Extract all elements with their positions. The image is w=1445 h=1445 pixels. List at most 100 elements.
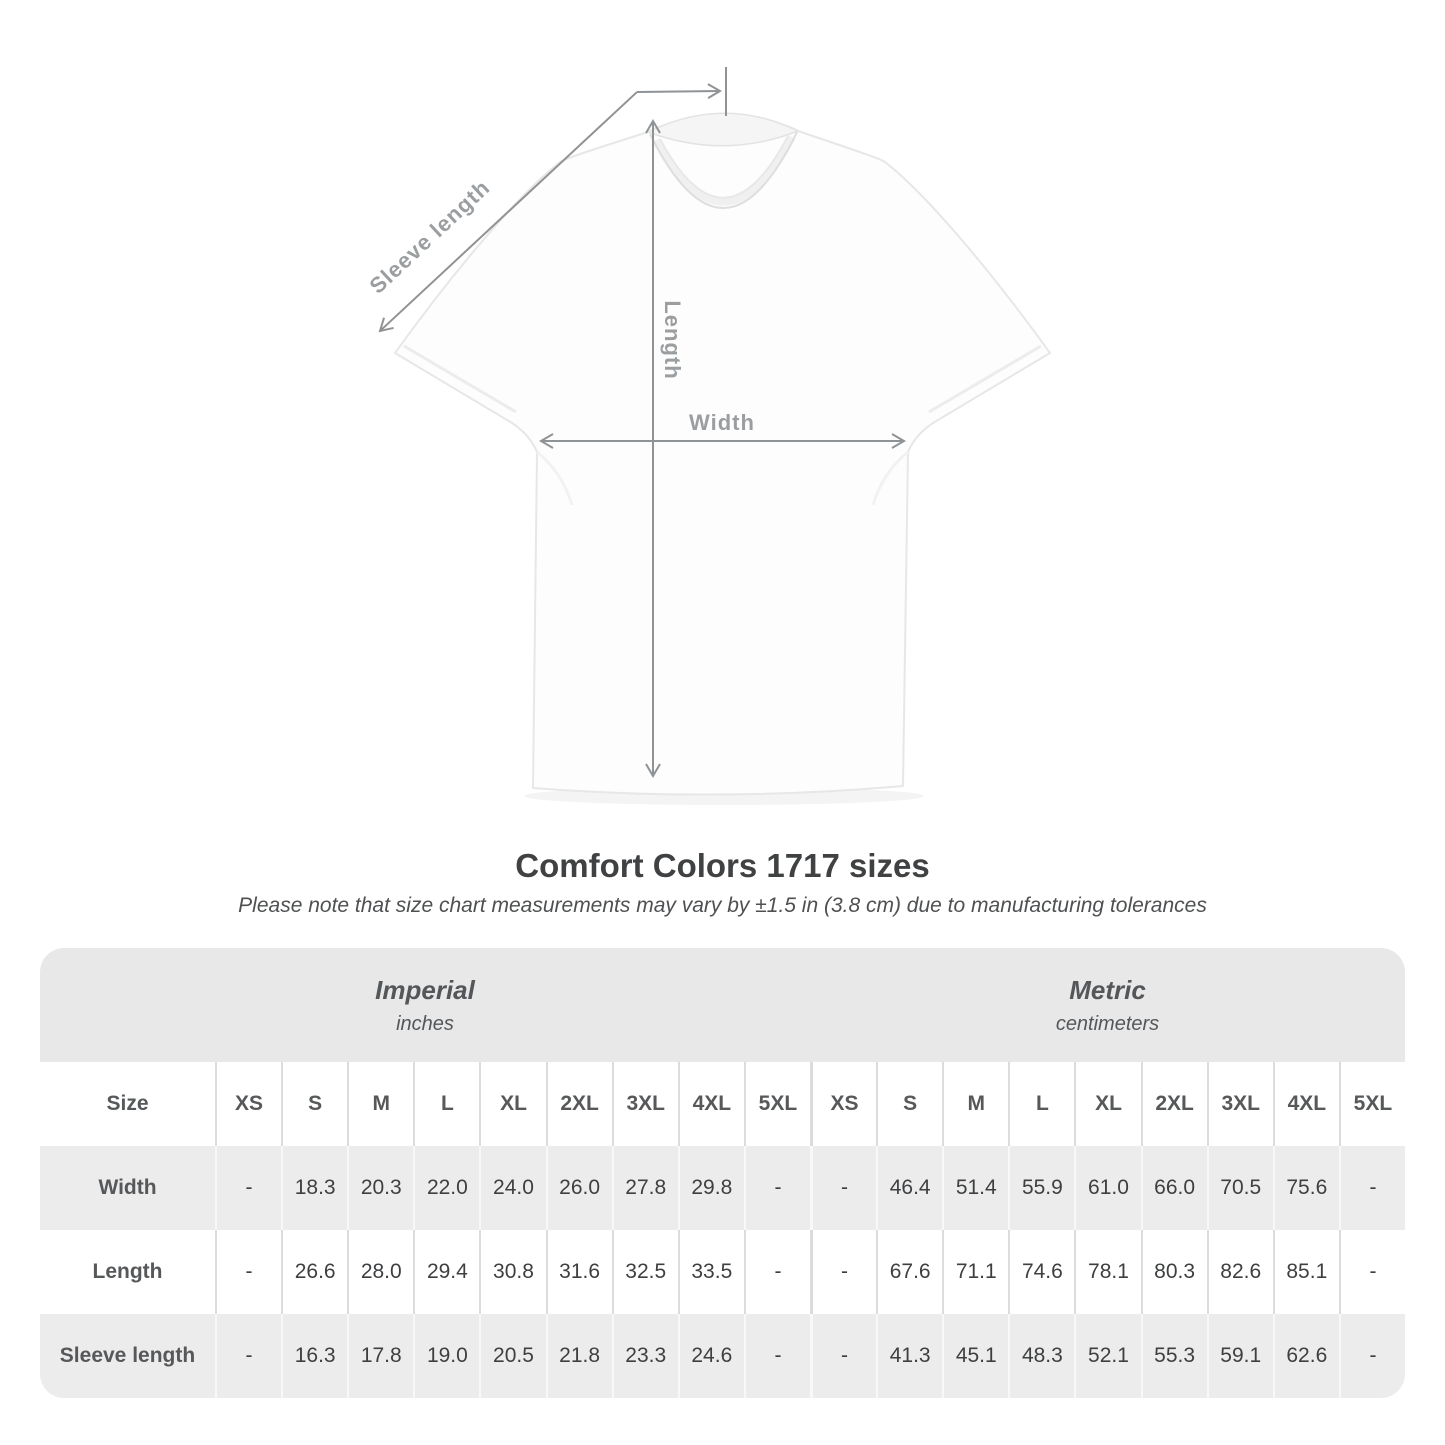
size-chart-table: Imperial inches Metric centimeters Size X… (40, 948, 1405, 1398)
size-value-cell: 18.3 (281, 1146, 347, 1230)
size-value-cell: 27.8 (611, 1146, 678, 1230)
size-value-cell: 41.3 (876, 1314, 942, 1398)
size-value-cell: 82.6 (1206, 1230, 1273, 1314)
size-column-header-imperial: 5XL (743, 1062, 810, 1146)
size-value-cell: 51.4 (942, 1146, 1008, 1230)
tshirt-left-crease (536, 450, 574, 506)
size-value-cell: - (1338, 1314, 1405, 1398)
size-column-header-imperial: 2XL (545, 1062, 612, 1146)
size-value-cell: - (810, 1230, 876, 1314)
imperial-title: Imperial (375, 974, 475, 1005)
size-corner-header: Size (106, 1092, 149, 1115)
size-value-cell: 20.3 (347, 1146, 413, 1230)
size-column-header-metric: XS (810, 1062, 876, 1146)
row-label: Length (92, 1260, 163, 1283)
size-column-header-metric: XL (1074, 1062, 1140, 1146)
sleeve-length-arrow (378, 91, 638, 333)
sleeve-arrow-horizontal (636, 83, 722, 100)
size-value-cell: 78.1 (1074, 1230, 1140, 1314)
size-column-header-metric: 2XL (1140, 1062, 1207, 1146)
size-value-cell: - (1338, 1146, 1405, 1230)
size-column-header-imperial: XL (479, 1062, 545, 1146)
metric-header: Metric centimeters (810, 948, 1405, 1062)
row-label: Width (98, 1176, 157, 1199)
tshirt-right-crease (871, 450, 909, 506)
imperial-header: Imperial inches (40, 948, 810, 1062)
size-value-cell: - (215, 1230, 281, 1314)
size-value-cell: 17.8 (347, 1314, 413, 1398)
size-value-cell: 26.0 (545, 1146, 612, 1230)
tolerance-note: Please note that size chart measurements… (238, 894, 1207, 917)
size-value-cell: 22.0 (413, 1146, 479, 1230)
tshirt-neckline-outer (649, 131, 798, 209)
size-column-header-imperial: S (281, 1062, 347, 1146)
size-value-cell: 66.0 (1140, 1146, 1207, 1230)
length-label: Length (660, 300, 685, 380)
size-value-cell: 16.3 (281, 1314, 347, 1398)
page-title: Comfort Colors 1717 sizes (515, 847, 930, 884)
size-value-cell: 62.6 (1272, 1314, 1339, 1398)
size-column-header-imperial: M (347, 1062, 413, 1146)
size-value-cell: - (215, 1314, 281, 1398)
size-value-cell: 31.6 (545, 1230, 612, 1314)
row-label: Sleeve length (59, 1344, 196, 1367)
size-column-header-imperial: L (413, 1062, 479, 1146)
size-value-cell: - (743, 1146, 810, 1230)
size-value-cell: - (215, 1146, 281, 1230)
size-value-cell: 55.3 (1140, 1314, 1207, 1398)
size-column-header-metric: M (942, 1062, 1008, 1146)
measurement-row: Length -26.6 28.0 29.4 30.8 31.6 32.5 33.5- -67.… (40, 1230, 1405, 1314)
size-value-cell: 48.3 (1008, 1314, 1074, 1398)
size-value-cell: 45.1 (942, 1314, 1008, 1398)
size-value-cell: 46.4 (876, 1146, 942, 1230)
size-value-cell: 24.6 (677, 1314, 744, 1398)
tshirt-measurement-diagram: Sleeve length Length Width (365, 67, 1051, 805)
size-column-header-metric: L (1008, 1062, 1074, 1146)
imperial-unit: inches (396, 1012, 454, 1035)
size-value-cell: - (1338, 1230, 1405, 1314)
size-value-cell: 55.9 (1008, 1146, 1074, 1230)
tshirt-neck-shading (652, 135, 796, 206)
size-value-cell: 59.1 (1206, 1314, 1273, 1398)
size-value-cell: - (743, 1230, 810, 1314)
size-value-cell: 23.3 (611, 1314, 678, 1398)
size-value-cell: 24.0 (479, 1146, 545, 1230)
size-column-header-imperial: XS (215, 1062, 281, 1146)
size-column-header-metric: 3XL (1206, 1062, 1273, 1146)
size-value-cell: 26.6 (281, 1230, 347, 1314)
size-value-cell: - (743, 1314, 810, 1398)
size-value-cell: 74.6 (1008, 1230, 1074, 1314)
measurement-arrows (378, 67, 906, 778)
measurement-row: Width -18.3 20.3 22.0 24.0 26.0 27.8 29.8- -46.4… (40, 1146, 1405, 1230)
size-column-header-imperial: 3XL (611, 1062, 678, 1146)
size-grid: Size XS S M L XL 2XL 3XL 4XL 5XL XS S M L XL 2XL 3XL 4XL 5… (40, 1062, 1405, 1398)
size-value-cell: 70.5 (1206, 1146, 1273, 1230)
size-value-cell: 29.8 (677, 1146, 744, 1230)
size-value-cell: 71.1 (942, 1230, 1008, 1314)
size-value-cell: 61.0 (1074, 1146, 1140, 1230)
tshirt-right-sleeve-seam (928, 344, 1042, 414)
size-value-cell: 20.5 (479, 1314, 545, 1398)
metric-unit: centimeters (1055, 1012, 1160, 1035)
measurement-row: Sleeve length -16.3 17.8 19.0 20.5 21.8 23.3 24… (40, 1314, 1405, 1398)
size-value-cell: 85.1 (1272, 1230, 1339, 1314)
size-value-cell: - (810, 1314, 876, 1398)
size-value-cell: 21.8 (545, 1314, 612, 1398)
size-value-cell: 32.5 (611, 1230, 678, 1314)
tshirt-left-sleeve-seam (403, 344, 517, 414)
tshirt-neckline-inner (659, 135, 789, 199)
tshirt-body (394, 117, 1051, 796)
size-value-cell: 75.6 (1272, 1146, 1339, 1230)
size-column-header-metric: 5XL (1338, 1062, 1405, 1146)
tshirt-illustration (378, 67, 1051, 805)
size-value-cell: 28.0 (347, 1230, 413, 1314)
unit-header-band: Imperial inches Metric centimeters (40, 948, 1405, 1062)
size-column-header-metric: S (876, 1062, 942, 1146)
size-header-row: Size XS S M L XL 2XL 3XL 4XL 5XL XS S M L XL 2XL 3XL 4XL 5… (40, 1062, 1405, 1146)
size-value-cell: 52.1 (1074, 1314, 1140, 1398)
size-value-cell: 30.8 (479, 1230, 545, 1314)
size-column-header-imperial: 4XL (677, 1062, 744, 1146)
size-value-cell: 67.6 (876, 1230, 942, 1314)
size-column-header-metric: 4XL (1272, 1062, 1339, 1146)
size-value-cell: 80.3 (1140, 1230, 1207, 1314)
